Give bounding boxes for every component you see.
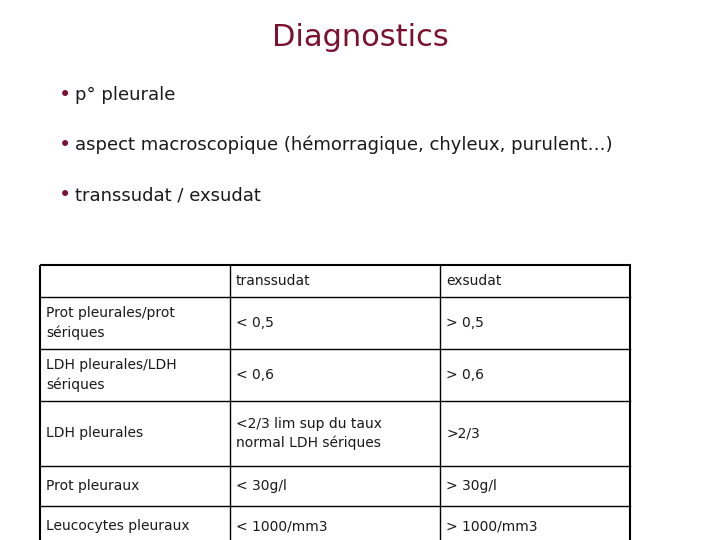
Text: LDH pleurales/LDH
sériques: LDH pleurales/LDH sériques: [46, 359, 176, 392]
Text: < 30g/l: < 30g/l: [236, 479, 287, 493]
Text: Leucocytes pleuraux: Leucocytes pleuraux: [46, 519, 189, 533]
Text: aspect macroscopique (hémorragique, chyleux, purulent…): aspect macroscopique (hémorragique, chyl…: [75, 136, 613, 154]
Text: <2/3 lim sup du taux
normal LDH sériques: <2/3 lim sup du taux normal LDH sériques: [236, 417, 382, 450]
Text: •: •: [59, 185, 71, 205]
Bar: [40, 265, 630, 540]
Text: Prot pleuraux: Prot pleuraux: [46, 479, 140, 493]
Text: Prot pleurales/prot
sériques: Prot pleurales/prot sériques: [46, 306, 175, 340]
Text: transsudat / exsudat: transsudat / exsudat: [75, 186, 261, 204]
Text: > 0,5: > 0,5: [446, 316, 484, 330]
Text: •: •: [59, 135, 71, 155]
Text: > 30g/l: > 30g/l: [446, 479, 497, 493]
Text: < 0,6: < 0,6: [236, 368, 274, 382]
Text: exsudat: exsudat: [446, 274, 501, 288]
Text: •: •: [59, 85, 71, 105]
Text: LDH pleurales: LDH pleurales: [46, 427, 143, 441]
Text: Diagnostics: Diagnostics: [271, 24, 449, 52]
Text: >2/3: >2/3: [446, 427, 480, 441]
Text: transsudat: transsudat: [236, 274, 310, 288]
Text: > 1000/mm3: > 1000/mm3: [446, 519, 538, 533]
Text: < 1000/mm3: < 1000/mm3: [236, 519, 328, 533]
Text: > 0,6: > 0,6: [446, 368, 484, 382]
Text: p° pleurale: p° pleurale: [75, 86, 176, 104]
Text: < 0,5: < 0,5: [236, 316, 274, 330]
